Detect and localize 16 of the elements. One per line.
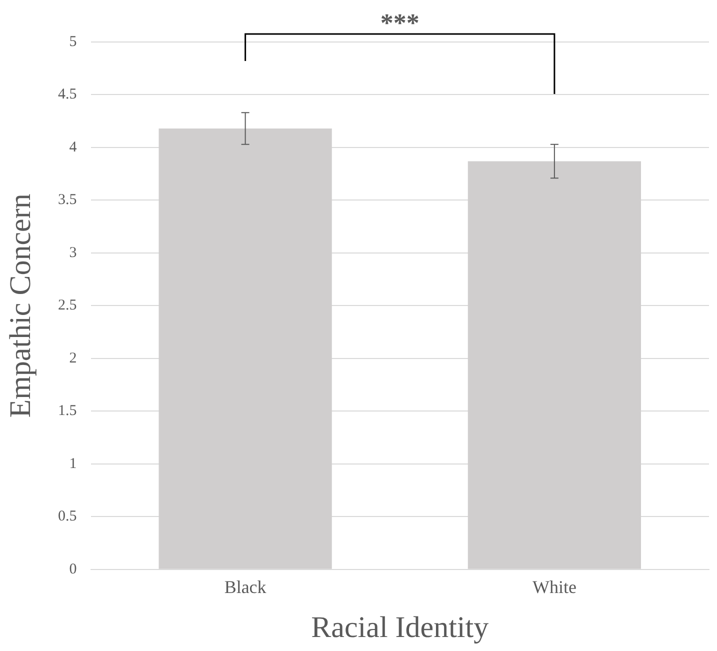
y-tick-label: 2 [69, 350, 77, 366]
y-tick-label: 2.5 [58, 298, 77, 314]
x-axis-title: Racial Identity [311, 610, 489, 644]
y-tick-label: 1 [69, 456, 77, 472]
y-tick-label: 3.5 [58, 192, 77, 208]
x-tick-label: White [532, 576, 576, 597]
y-tick-label: 4 [69, 139, 78, 156]
x-tick-label: Black [224, 576, 266, 597]
y-tick-label: 3 [69, 244, 77, 261]
y-axis-title: Empathic Concern [4, 194, 37, 418]
y-tick-label: 0 [69, 561, 77, 578]
y-tick-label: 1.5 [58, 403, 77, 420]
y-tick-label: 4.5 [58, 86, 77, 103]
y-tick-label: 5 [69, 34, 77, 50]
y-tick-label: 0.5 [58, 508, 77, 525]
text: *** [380, 8, 420, 38]
